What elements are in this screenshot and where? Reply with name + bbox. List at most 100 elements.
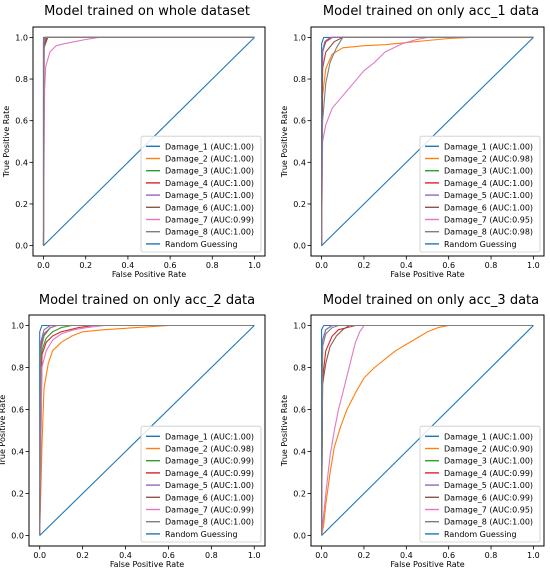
y-tick-label: 1.0 [11, 322, 24, 331]
legend-entry: Damage_8 (AUC:0.98) [444, 228, 533, 237]
y-tick-label: 0.2 [11, 490, 24, 499]
legend-entry: Damage_3 (AUC:1.00) [165, 167, 254, 176]
x-tick-label: 1.0 [527, 551, 540, 560]
chart-title: Model trained on only acc_2 data [39, 293, 255, 308]
legend-box [419, 135, 541, 253]
y-tick-label: 1.0 [15, 33, 28, 42]
legend: Damage_1 (AUC:1.00) Damage_2 (AUC:0.98) Da… [140, 425, 262, 543]
legend-entry: Random Guessing [444, 240, 517, 249]
series-line-damage_7 [39, 324, 255, 536]
legend-entry: Damage_2 (AUC:1.00) [165, 155, 254, 164]
x-tick-label: 0.2 [358, 551, 371, 560]
x-tick-label: 1.0 [527, 261, 540, 270]
legend-entry: Damage_4 (AUC:1.00) [165, 179, 254, 188]
legend-entry: Damage_4 (AUC:0.99) [444, 469, 533, 478]
y-tick-label: 0.4 [15, 158, 28, 167]
legend-entry: Damage_7 (AUC:0.99) [165, 506, 254, 515]
chart-panel-1: Model trained on whole dataset 0.0 0.2 0.4 0… [2, 4, 266, 279]
legend-entry: Random Guessing [444, 530, 517, 539]
legend-entry: Damage_6 (AUC:1.00) [165, 493, 254, 502]
y-tick-label: 1.0 [293, 322, 306, 331]
x-tick-label: 0.2 [358, 261, 371, 270]
legend: Damage_1 (AUC:1.00) Damage_2 (AUC:0.98) Da… [419, 135, 541, 253]
x-axis-label: False Positive Rate [110, 560, 184, 569]
legend-entry: Random Guessing [165, 530, 238, 539]
x-tick-label: 0.6 [442, 551, 455, 560]
y-tick-label: 0.0 [293, 242, 306, 251]
x-tick-label: 0.6 [442, 261, 455, 270]
legend-entry: Damage_7 (AUC:0.99) [165, 216, 254, 225]
legend-entry: Damage_4 (AUC:0.99) [165, 469, 254, 478]
y-tick-label: 0.2 [15, 200, 28, 209]
series-line-damage_6 [321, 324, 534, 536]
x-tick-label: 0.8 [485, 261, 498, 270]
series-line-damage_8 [321, 324, 534, 536]
legend-entry: Damage_5 (AUC:1.00) [165, 191, 254, 200]
x-tick-label: 0.2 [76, 551, 89, 560]
x-tick-label: 0.2 [79, 261, 92, 270]
x-tick-label: 0.4 [122, 261, 135, 270]
x-tick-label: 0.6 [164, 261, 177, 270]
legend-entry: Damage_2 (AUC:0.98) [444, 155, 533, 164]
legend-box [140, 135, 262, 253]
legend-entry: Damage_3 (AUC:0.99) [165, 457, 254, 466]
y-tick-label: 0.6 [15, 117, 28, 126]
legend-box [140, 425, 262, 543]
series-line-damage_8 [42, 36, 255, 246]
legend-entry: Random Guessing [165, 240, 238, 249]
y-tick-label: 0.4 [293, 448, 306, 457]
series-line-damage_8 [321, 36, 534, 246]
chart-panel-3: Model trained on only acc_2 data 0.0 0.2 0.… [0, 293, 266, 569]
legend-entry: Damage_6 (AUC:0.99) [444, 493, 533, 502]
legend-entry: Damage_7 (AUC:0.95) [444, 506, 533, 515]
legend-entry: Damage_8 (AUC:1.00) [165, 518, 254, 527]
y-tick-label: 0.8 [293, 75, 306, 84]
y-tick-label: 0.2 [293, 200, 306, 209]
legend-entry: Damage_5 (AUC:1.00) [165, 481, 254, 490]
y-tick-label: 0.8 [15, 75, 28, 84]
y-tick-label: 0.6 [293, 117, 306, 126]
legend-entry: Damage_8 (AUC:1.00) [165, 228, 254, 237]
x-axis-label: False Positive Rate [390, 270, 464, 279]
legend-entry: Damage_6 (AUC:1.00) [444, 203, 533, 212]
series-line-damage_8 [39, 324, 255, 536]
y-axis-label: True Positive Rate [0, 395, 7, 467]
y-tick-label: 0.8 [11, 364, 24, 373]
legend-entry: Damage_7 (AUC:0.95) [444, 216, 533, 225]
plot-frame [28, 314, 266, 547]
x-tick-label: 0.0 [315, 551, 328, 560]
x-axis-label: False Positive Rate [112, 270, 186, 279]
y-tick-label: 0.6 [11, 406, 24, 415]
series-line-damage_7 [321, 324, 534, 536]
y-axis-label: True Positive Rate [280, 106, 289, 178]
x-tick-label: 0.0 [37, 261, 50, 270]
chart-title: Model trained on only acc_3 data [323, 293, 539, 308]
legend-entry: Damage_6 (AUC:1.00) [165, 203, 254, 212]
legend-entry: Damage_4 (AUC:1.00) [444, 179, 533, 188]
legend: Damage_1 (AUC:1.00) Damage_2 (AUC:0.90) Da… [419, 425, 541, 543]
y-tick-label: 0.4 [293, 158, 306, 167]
legend-entry: Damage_3 (AUC:1.00) [444, 167, 533, 176]
chart-title: Model trained on whole dataset [44, 4, 250, 19]
x-tick-label: 0.0 [33, 551, 46, 560]
x-tick-label: 0.4 [400, 261, 413, 270]
series-line-damage_7 [42, 36, 255, 246]
y-tick-label: 0.0 [293, 532, 306, 541]
x-tick-label: 0.8 [485, 551, 498, 560]
legend-entry: Damage_1 (AUC:1.00) [165, 432, 254, 441]
legend-entry: Damage_8 (AUC:1.00) [444, 518, 533, 527]
x-tick-label: 0.8 [206, 261, 219, 270]
chart-panel-4: Model trained on only acc_3 data 0.0 0.2 0.… [280, 293, 545, 569]
x-tick-label: 0.8 [205, 551, 218, 560]
y-tick-label: 0.0 [11, 532, 24, 541]
series-line-damage_7 [321, 36, 534, 246]
y-tick-label: 0.2 [293, 490, 306, 499]
legend-box [419, 425, 541, 543]
x-tick-label: 0.4 [400, 551, 413, 560]
chart-panel-2: Model trained on only acc_1 data 0.0 0.2 0.… [280, 4, 545, 279]
legend-entry: Damage_3 (AUC:1.00) [444, 457, 533, 466]
chart-title: Model trained on only acc_1 data [323, 4, 539, 19]
series-line-damage_2 [39, 324, 255, 536]
legend-entry: Damage_2 (AUC:0.98) [165, 445, 254, 454]
